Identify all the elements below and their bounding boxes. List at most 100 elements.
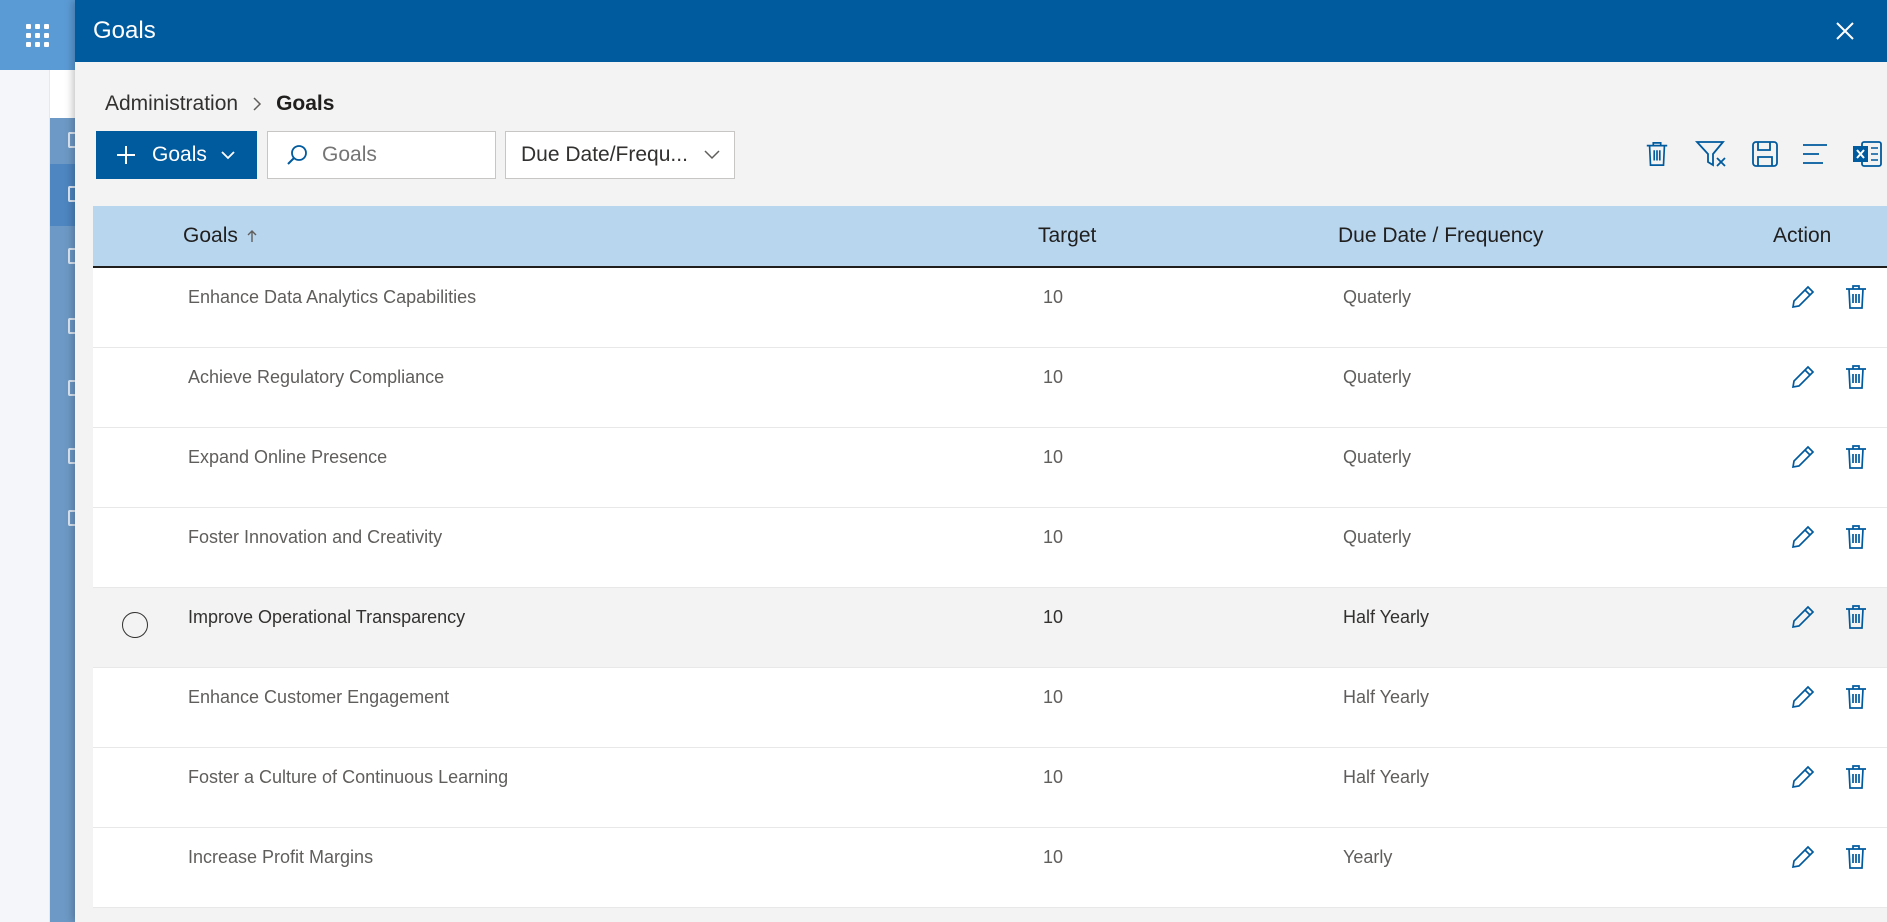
- due-frequency-cell: Half Yearly: [1343, 686, 1430, 707]
- table-row[interactable]: Enhance Customer Engagement 10 Half Year…: [93, 668, 1887, 748]
- edit-icon[interactable]: [1789, 283, 1817, 311]
- sidebar-home-icon: [68, 186, 78, 202]
- edit-icon[interactable]: [1789, 523, 1817, 551]
- delete-row-icon[interactable]: [1842, 363, 1870, 391]
- edit-icon[interactable]: [1789, 683, 1817, 711]
- search-input[interactable]: [322, 143, 472, 167]
- goals-table: Goals Target Due Date / Frequency Action…: [93, 206, 1887, 908]
- goal-name-cell: Expand Online Presence: [188, 446, 388, 467]
- plus-icon: [117, 146, 135, 164]
- sort-ascending-icon: [247, 230, 257, 242]
- due-frequency-cell: Half Yearly: [1343, 606, 1430, 627]
- edit-icon[interactable]: [1789, 843, 1817, 871]
- column-header-goals[interactable]: Goals: [183, 206, 258, 266]
- goal-name-cell: Increase Profit Margins: [188, 846, 374, 867]
- delete-row-icon[interactable]: [1842, 843, 1870, 871]
- target-cell: 10: [1043, 446, 1064, 467]
- toolbar: Goals Due Date/Frequ...: [96, 131, 735, 179]
- goal-name-cell: Achieve Regulatory Compliance: [188, 366, 445, 387]
- search-icon: [287, 145, 307, 165]
- goal-name-cell: Foster a Culture of Continuous Learning: [188, 766, 509, 787]
- target-cell: 10: [1043, 526, 1064, 547]
- target-cell: 10: [1043, 606, 1064, 627]
- due-frequency-cell: Quaterly: [1343, 446, 1412, 467]
- add-goals-label: Goals: [152, 143, 207, 166]
- due-frequency-cell: Quaterly: [1343, 366, 1412, 387]
- close-icon[interactable]: [1833, 19, 1857, 43]
- delete-row-icon[interactable]: [1842, 763, 1870, 791]
- search-box[interactable]: [267, 131, 496, 179]
- table-row[interactable]: Improve Operational Transparency 10 Half…: [93, 588, 1887, 668]
- goals-panel: Goals Administration Goals Goals: [75, 0, 1887, 922]
- panel-header: Goals: [75, 0, 1887, 62]
- column-header-label: Action: [1773, 224, 1832, 247]
- delete-row-icon[interactable]: [1842, 603, 1870, 631]
- delete-row-icon[interactable]: [1842, 443, 1870, 471]
- table-row[interactable]: Expand Online Presence 10 Quaterly: [93, 428, 1887, 508]
- goal-name-cell: Enhance Customer Engagement: [188, 686, 450, 707]
- column-header-label: Due Date / Frequency: [1338, 224, 1544, 247]
- breadcrumb-current: Goals: [276, 92, 335, 115]
- column-options-icon: [1803, 144, 1827, 164]
- chevron-down-icon: [221, 150, 235, 159]
- table-row[interactable]: Increase Profit Margins 10 Yearly: [93, 828, 1887, 908]
- table-body: Enhance Data Analytics Capabilities 10 Q…: [93, 268, 1887, 908]
- column-header-due-date[interactable]: Due Date / Frequency: [1338, 206, 1543, 266]
- sidebar-item-icon: [68, 380, 78, 396]
- column-options-button[interactable]: [1799, 138, 1831, 170]
- target-cell: 10: [1043, 286, 1064, 307]
- edit-icon[interactable]: [1789, 763, 1817, 791]
- delete-row-icon[interactable]: [1842, 523, 1870, 551]
- goal-name-cell: Improve Operational Transparency: [188, 606, 466, 627]
- table-row[interactable]: Achieve Regulatory Compliance 10 Quaterl…: [93, 348, 1887, 428]
- target-cell: 10: [1043, 766, 1064, 787]
- table-row[interactable]: Enhance Data Analytics Capabilities 10 Q…: [93, 268, 1887, 348]
- sidebar-item-icon: [68, 448, 78, 464]
- sidebar-item-icon: [68, 248, 78, 264]
- chevron-right-icon: [253, 97, 262, 111]
- edit-icon[interactable]: [1789, 443, 1817, 471]
- delete-row-icon[interactable]: [1842, 283, 1870, 311]
- due-frequency-cell: Quaterly: [1343, 526, 1412, 547]
- edit-icon[interactable]: [1789, 363, 1817, 391]
- goal-name-cell: Enhance Data Analytics Capabilities: [188, 286, 477, 307]
- due-frequency-cell: Yearly: [1343, 846, 1393, 867]
- target-cell: 10: [1043, 686, 1064, 707]
- excel-export-icon: [1853, 141, 1882, 167]
- waffle-icon: [26, 23, 49, 47]
- column-header-label: Target: [1038, 224, 1097, 247]
- command-icons: [1641, 138, 1883, 170]
- clear-filter-icon: [1695, 141, 1726, 167]
- edit-icon[interactable]: [1789, 603, 1817, 631]
- breadcrumb: Administration Goals: [105, 92, 334, 116]
- target-cell: 10: [1043, 846, 1064, 867]
- delete-row-icon[interactable]: [1842, 683, 1870, 711]
- sidebar-menu-icon: [68, 132, 78, 148]
- sidebar-item-icon: [68, 510, 78, 526]
- save-icon: [1752, 141, 1778, 167]
- target-cell: 10: [1043, 366, 1064, 387]
- add-goals-button[interactable]: Goals: [96, 131, 257, 179]
- background-left-edge: [0, 70, 50, 922]
- due-date-filter-dropdown[interactable]: Due Date/Frequ...: [505, 131, 735, 179]
- save-button[interactable]: [1749, 138, 1781, 170]
- column-header-target[interactable]: Target: [1038, 206, 1096, 266]
- column-header-action: Action: [1773, 206, 1831, 266]
- excel-export-button[interactable]: [1851, 138, 1883, 170]
- dropdown-selected-value: Due Date/Frequ...: [521, 143, 688, 166]
- chevron-down-icon: [704, 150, 720, 160]
- due-frequency-cell: Quaterly: [1343, 286, 1412, 307]
- delete-button[interactable]: [1641, 138, 1673, 170]
- table-row[interactable]: Foster Innovation and Creativity 10 Quat…: [93, 508, 1887, 588]
- column-header-label: Goals: [183, 224, 238, 247]
- panel-title: Goals: [93, 17, 156, 44]
- app-launcher-button[interactable]: [0, 0, 75, 70]
- table-row[interactable]: Foster a Culture of Continuous Learning …: [93, 748, 1887, 828]
- breadcrumb-administration[interactable]: Administration: [105, 92, 239, 115]
- clear-filter-button[interactable]: [1695, 138, 1727, 170]
- due-frequency-cell: Half Yearly: [1343, 766, 1430, 787]
- row-select-radio[interactable]: [122, 612, 148, 638]
- table-header: Goals Target Due Date / Frequency Action: [93, 206, 1887, 268]
- delete-icon: [1646, 142, 1668, 166]
- goal-name-cell: Foster Innovation and Creativity: [188, 526, 443, 547]
